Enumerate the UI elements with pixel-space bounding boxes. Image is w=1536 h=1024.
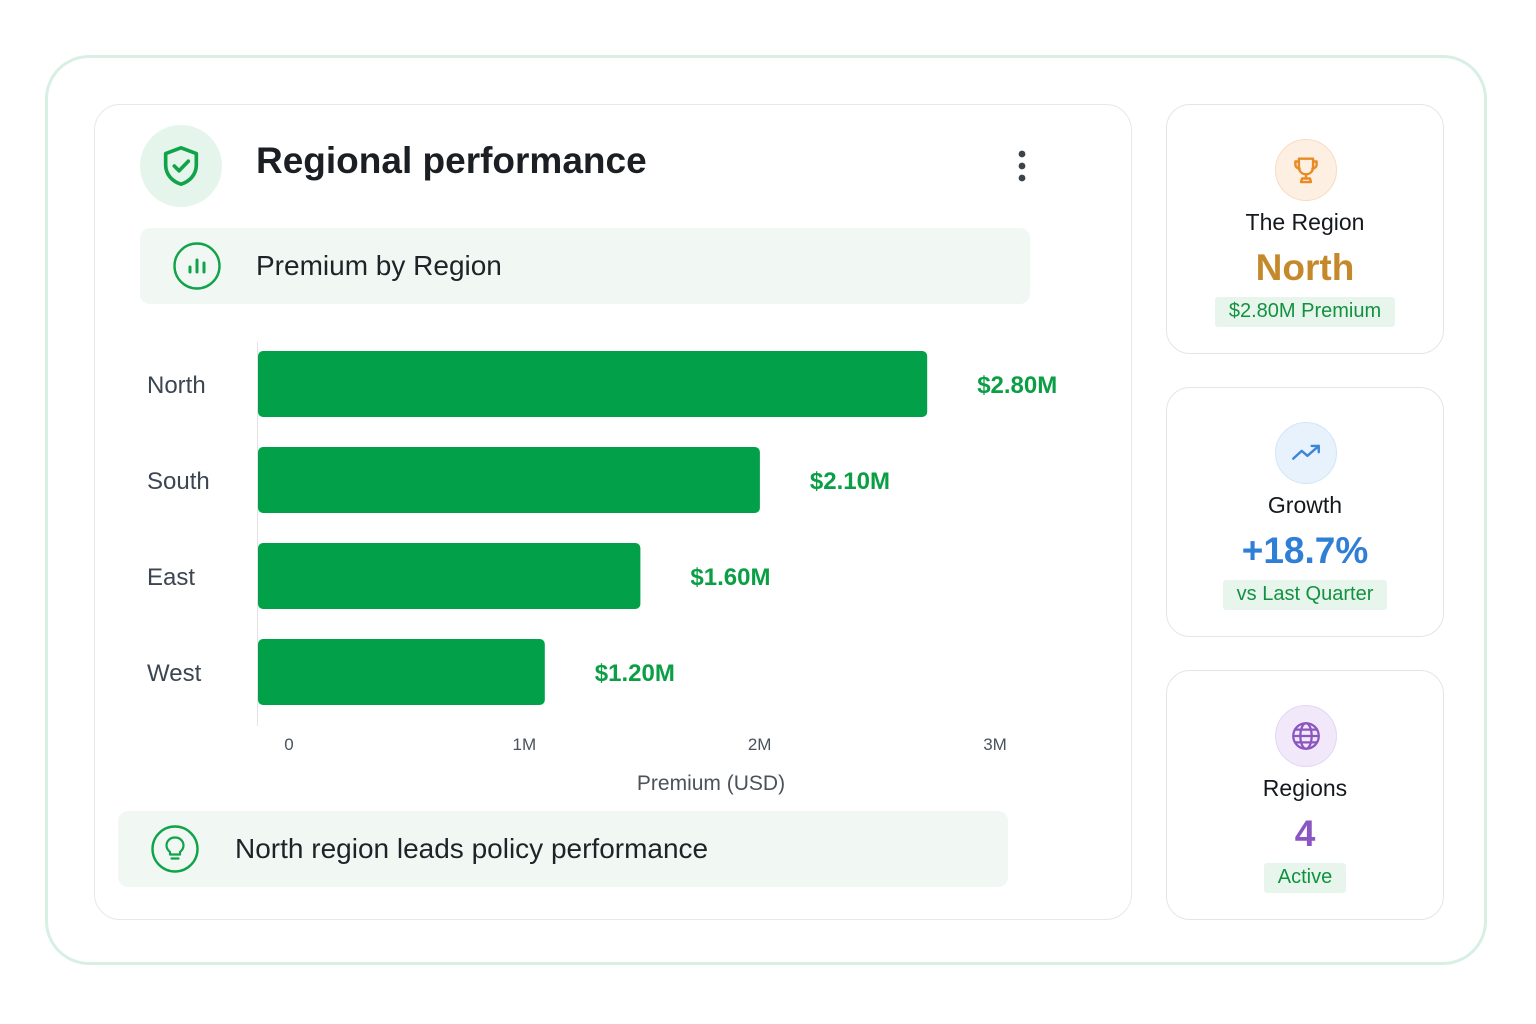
category-label: East [147, 564, 195, 591]
top-region-pill: $2.80M Premium [1214, 297, 1396, 327]
trophy-icon [1275, 139, 1337, 201]
insight-banner: North region leads policy performance [118, 811, 1008, 887]
growth-pill: vs Last Quarter [1222, 580, 1388, 610]
premium-bar-chart: North $2.80M South $2.10M East $1.60M West $1.2… [147, 342, 1057, 795]
value-label: $2.10M [810, 468, 890, 495]
x-axis-label: Premium (USD) [637, 772, 785, 795]
chart-subtitle: Premium by Region [256, 250, 502, 281]
bar [258, 639, 545, 705]
chart-subtitle-banner: Premium by Region [140, 228, 1030, 304]
growth-label: Growth [1267, 492, 1343, 518]
category-label: North [147, 372, 206, 399]
more-options-button[interactable] [1004, 144, 1040, 188]
top-region-label: The Region [1245, 209, 1365, 235]
bar [258, 543, 641, 609]
top-region-value: North [1255, 247, 1355, 288]
shield-check-icon [140, 125, 222, 207]
page-title: Regional performance [256, 140, 647, 181]
growth-card: Growth +18.7% vs Last Quarter [1166, 387, 1444, 637]
x-tick-label: 1M [513, 735, 537, 754]
x-tick-label: 0 [284, 735, 293, 754]
value-label: $1.20M [595, 660, 675, 687]
value-label: $1.60M [690, 564, 770, 591]
x-tick-label: 3M [983, 735, 1007, 754]
growth-value: +18.7% [1241, 530, 1369, 571]
x-tick-label: 2M [748, 735, 772, 754]
insight-text: North region leads policy performance [235, 833, 709, 864]
more-vertical-icon [1018, 150, 1026, 182]
regions-card: Regions 4 Active [1166, 670, 1444, 920]
regions-pill: Active [1263, 863, 1347, 893]
lightbulb-icon [150, 824, 200, 874]
top-region-card: The Region North $2.80M Premium [1166, 104, 1444, 354]
value-label: $2.80M [977, 372, 1057, 399]
category-label: South [147, 468, 210, 495]
regions-label: Regions [1262, 775, 1348, 801]
bar [258, 351, 928, 417]
regions-value: 4 [1294, 813, 1316, 854]
globe-icon [1275, 705, 1337, 767]
trending-up-icon [1275, 422, 1337, 484]
bar-chart-icon [172, 241, 222, 291]
bar [258, 447, 760, 513]
category-label: West [147, 660, 202, 687]
